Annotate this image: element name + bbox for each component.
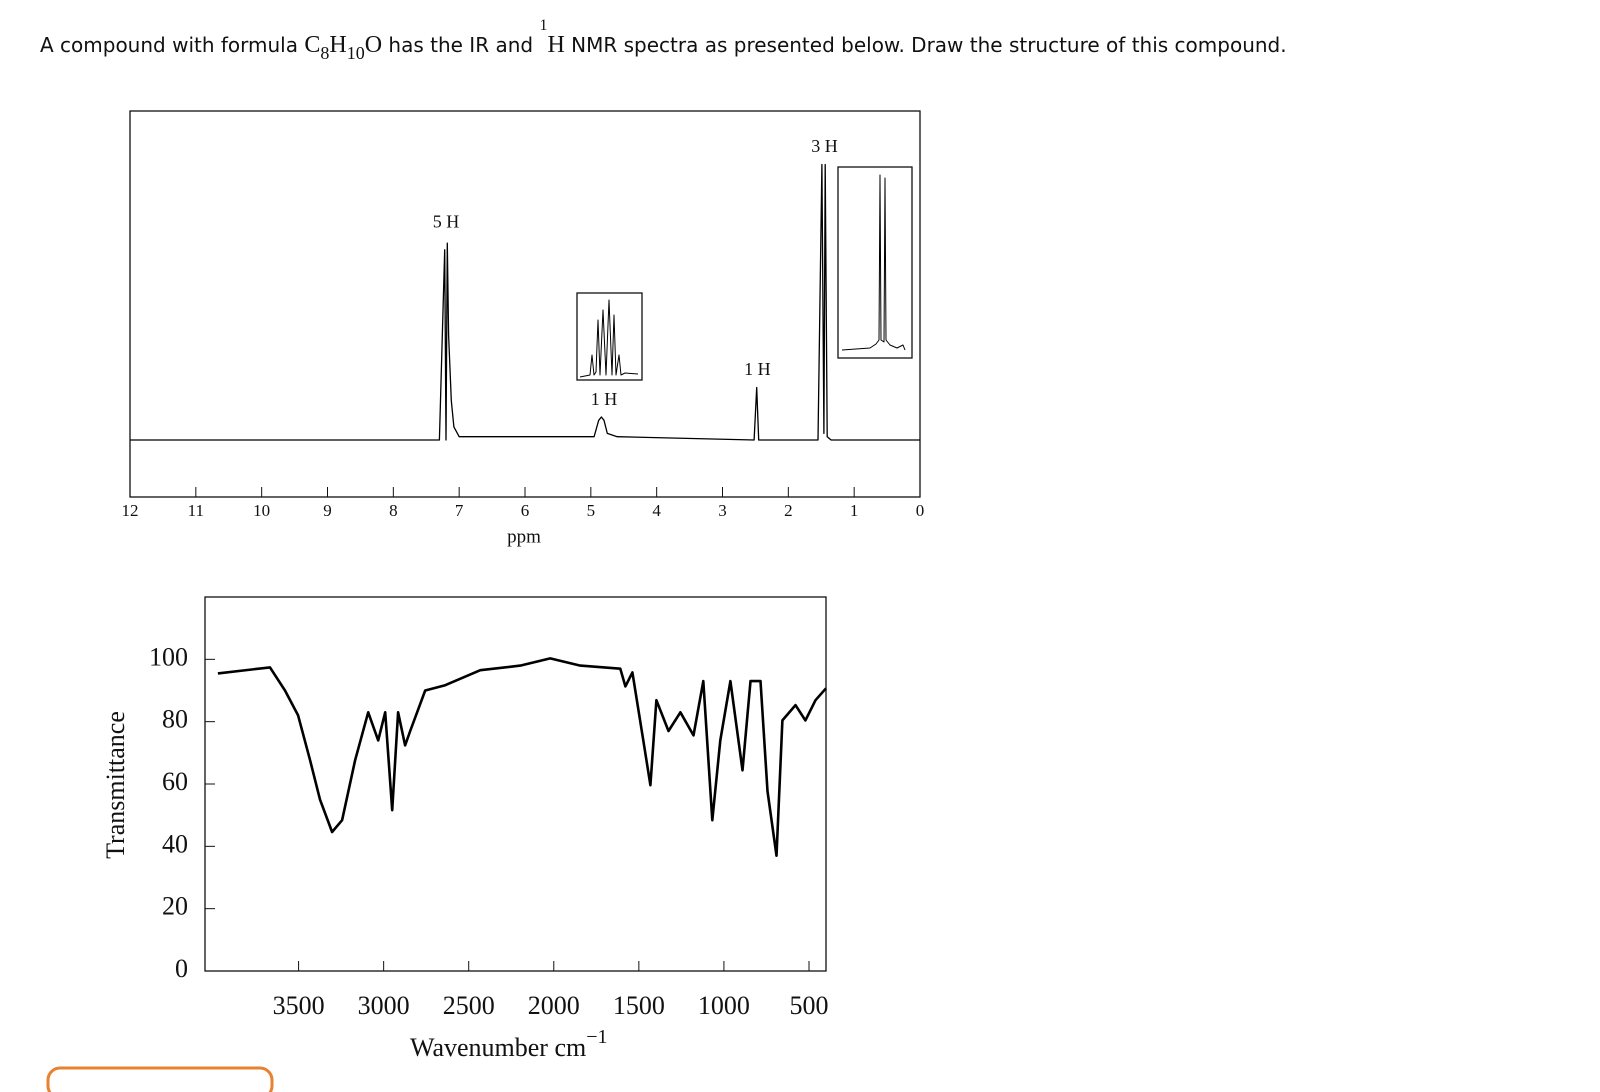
y-tick-label: 0 [175,954,188,983]
x-tick-label: 8 [389,501,398,520]
x-tick-label: 0 [916,501,925,520]
x-axis-label: Wavenumber cm−1 [410,1026,608,1062]
x-tick-label: 3000 [358,991,410,1020]
y-tick-label: 80 [162,705,188,734]
nmr-frame [129,110,921,498]
y-tick-label: 100 [149,642,188,671]
question-text: A compound with formula [40,33,304,57]
x-tick-label: 7 [455,501,464,520]
x-tick-label: 5 [587,501,596,520]
x-tick-label: 10 [253,501,270,520]
spectrum-line [217,657,827,857]
button-edge[interactable] [46,1066,274,1092]
inset-box [837,166,913,359]
x-axis-label: ppm [507,526,541,547]
peak-annotation: 5 H [433,212,460,232]
spectrum-line [130,163,920,441]
x-axis-label-text: Wavenumber cm [410,1033,586,1062]
y-tick-label: 20 [162,892,188,921]
formula-subscript: 10 [347,43,365,63]
peak-annotation: 1 H [744,359,771,379]
x-tick-label: 12 [122,501,139,520]
superscript: 1 [539,17,547,34]
x-tick-label: 2500 [443,991,495,1020]
peak-annotation: 3 H [811,136,838,156]
ir-frame [204,596,827,972]
x-tick-label: 1000 [698,991,750,1020]
formula: O [365,32,382,58]
y-axis-label: Transmittance [101,711,130,859]
formula: C [304,32,320,58]
question-text: NMR spectra as presented below. Draw the… [565,33,1287,57]
x-tick-label: 2000 [528,991,580,1020]
y-tick-label: 40 [162,829,188,858]
inset-box [576,292,643,381]
question-text: has the IR and [382,33,539,57]
y-tick-label: 60 [162,767,188,796]
x-tick-label: 4 [652,501,661,520]
formula-subscript: 8 [320,43,329,63]
peak-annotation: 1 H [591,389,618,409]
formula: H [547,32,564,58]
formula: H [329,32,346,58]
x-tick-label: 500 [789,991,828,1020]
question: A compound with formula C8H10O has the I… [40,17,1287,63]
x-tick-label: 1 [850,501,859,520]
x-tick-label: 6 [521,501,530,520]
x-tick-label: 3500 [273,991,325,1020]
x-tick-label: 11 [188,501,204,520]
x-tick-label: 2 [784,501,793,520]
x-tick-label: 3 [718,501,727,520]
x-axis-label-superscript: −1 [586,1026,607,1048]
inset-multiplet [579,299,639,378]
x-tick-label: 1500 [613,991,665,1020]
inset-doublet [841,174,906,351]
x-tick-label: 9 [323,501,332,520]
